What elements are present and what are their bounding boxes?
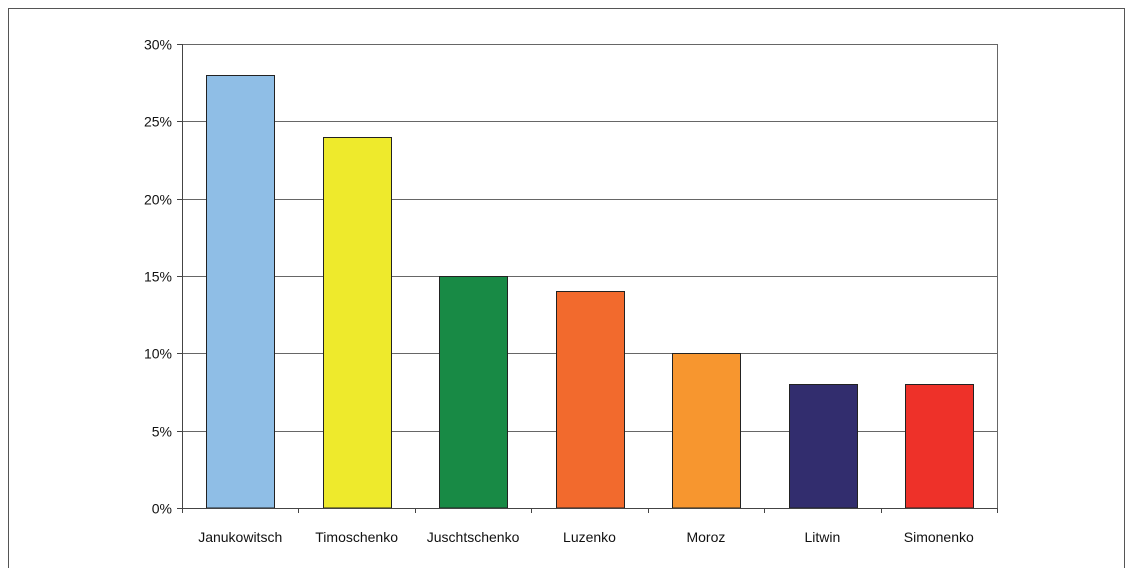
- bar-moroz: [672, 353, 741, 509]
- bar-simonenko: [905, 384, 974, 509]
- y-tick-label: 25%: [144, 114, 172, 130]
- bar-juschtschenko: [439, 276, 508, 509]
- y-tick-label: 20%: [144, 192, 172, 208]
- y-tick-label: 5%: [152, 424, 172, 440]
- y-tick-label: 15%: [144, 269, 172, 285]
- x-tick-label: Litwin: [804, 529, 840, 545]
- bar-timoschenko: [323, 137, 392, 509]
- chart-frame: [8, 8, 1125, 568]
- x-tick-label: Timoschenko: [315, 529, 398, 545]
- bars: [206, 75, 974, 509]
- x-tick-labels: Janukowitsch Timoschenko Juschtschenko Luze…: [198, 529, 974, 545]
- x-tick-label: Simonenko: [904, 529, 974, 545]
- bar-janukowitsch: [206, 75, 275, 509]
- y-tick-label: 0%: [152, 501, 172, 517]
- bar-luzenko: [556, 291, 625, 509]
- y-tick-labels: 0% 5% 10% 15% 20% 25% 30%: [144, 37, 172, 517]
- bar-litwin: [789, 384, 858, 509]
- x-tick-label: Moroz: [686, 529, 725, 545]
- x-tick-label: Juschtschenko: [427, 529, 520, 545]
- x-tick-label: Luzenko: [563, 529, 616, 545]
- axes: [177, 44, 998, 513]
- x-tick-label: Janukowitsch: [198, 529, 282, 545]
- y-tick-label: 30%: [144, 37, 172, 53]
- y-tick-label: 10%: [144, 346, 172, 362]
